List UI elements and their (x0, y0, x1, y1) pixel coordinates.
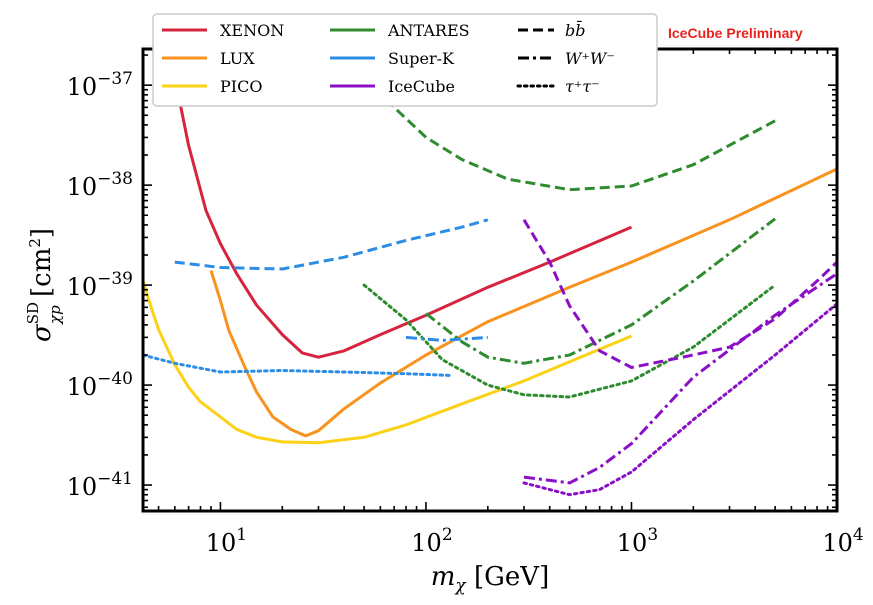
series-lux-limit-line (209, 167, 837, 438)
legend: XENON LUX PICO ANTARES Super-K IceCube bb̄ W⁺W⁻… (152, 13, 658, 107)
x-tick-label: 104 (822, 525, 863, 557)
legend-label-pico: PICO (220, 77, 262, 96)
series-xenon-limit-line (173, 76, 633, 359)
legend-label-antares: ANTARES (387, 21, 470, 40)
y-tick-label: 10−39 (67, 269, 133, 301)
legend-box (152, 13, 658, 107)
y-tick-label: 10−40 (67, 369, 133, 401)
series-icecube-dotted-line (522, 302, 837, 497)
series-layer (143, 76, 837, 497)
ticks-layer: 101 102 103 104 10−41 10−40 10−39 10−38 10−37 (67, 49, 864, 557)
y-axis-label: σSD χp [cm2] (24, 228, 64, 342)
series-pico-limit-line (143, 280, 633, 445)
x-tick-label: 102 (411, 525, 452, 557)
legend-label-icecube: IceCube (388, 77, 455, 96)
plot-area (143, 49, 837, 511)
y-tick-label: 10−37 (67, 69, 133, 101)
x-tick-label: 101 (206, 525, 247, 557)
icecube-preliminary-annotation: IceCube Preliminary (668, 25, 803, 41)
series-super-k-dotted-line (143, 353, 451, 377)
series-super-k-dashed-line (174, 218, 489, 271)
y-tick-label: 10−41 (67, 469, 133, 501)
y-tick-label: 10−38 (67, 169, 133, 201)
x-tick-label: 103 (617, 525, 658, 557)
series-antares-dashed-line (363, 78, 776, 192)
x-axis-label: mχ [GeV] (431, 562, 549, 596)
series-icecube-dashdot-line (523, 272, 837, 485)
legend-label-channel-dotted: τ⁺τ⁻ (565, 77, 600, 96)
legend-label-channel-dashed: bb̄ (565, 19, 585, 40)
legend-label-channel-dashdot: W⁺W⁻ (565, 49, 615, 68)
series-super-k-dashdot-line (405, 335, 488, 342)
legend-label-xenon: XENON (220, 21, 284, 40)
legend-label-super-k: Super-K (388, 49, 455, 68)
series-antares-dashdot-line (425, 217, 777, 365)
legend-label-lux: LUX (220, 49, 255, 68)
